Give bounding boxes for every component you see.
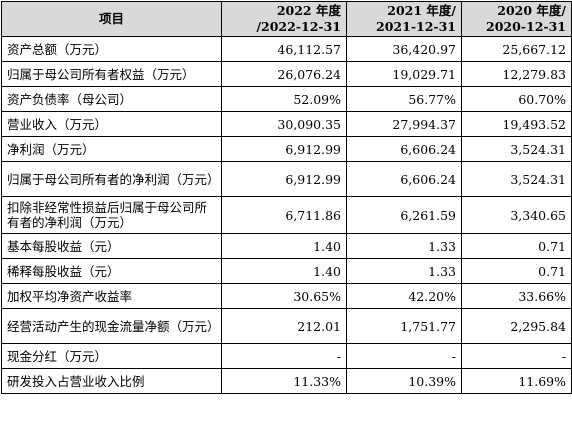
row-value: 56.77% <box>346 86 462 112</box>
row-label: 扣除非经常性损益后归属于母公司所有者的净利润（万元） <box>1 196 222 234</box>
table-row: 净利润（万元） 6,912.99 6,606.24 3,524.31 <box>1 136 572 162</box>
row-value: 3,524.31 <box>461 161 572 197</box>
row-value: 6,261.59 <box>346 196 462 234</box>
row-label: 归属于母公司所有者的净利润（万元） <box>1 161 222 197</box>
row-value: 11.33% <box>221 368 347 394</box>
row-value: 2,295.84 <box>461 308 572 344</box>
row-value: 6,912.99 <box>221 161 347 197</box>
row-value: 30.65% <box>221 283 347 309</box>
table-row: 扣除非经常性损益后归属于母公司所有者的净利润（万元） 6,711.86 6,26… <box>1 196 572 234</box>
row-value: 1.40 <box>221 258 347 284</box>
row-value: 60.70% <box>461 86 572 112</box>
row-value: 1.33 <box>346 233 462 259</box>
table-row: 加权平均净资产收益率 30.65% 42.20% 33.66% <box>1 283 572 309</box>
table-row: 营业收入（万元） 30,090.35 27,994.37 19,493.52 <box>1 111 572 137</box>
row-value: 30,090.35 <box>221 111 347 137</box>
row-label: 资产负债率（母公司） <box>1 86 222 112</box>
header-period-2022: 2022 年度 /2022-12-31 <box>221 1 347 37</box>
table-row: 资产总额（万元） 46,112.57 36,420.97 25,667.12 <box>1 36 572 62</box>
row-value: - <box>346 343 462 369</box>
row-label: 经营活动产生的现金流量净额（万元） <box>1 308 222 344</box>
row-label: 研发投入占营业收入比例 <box>1 368 222 394</box>
table-row: 经营活动产生的现金流量净额（万元） 212.01 1,751.77 2,295.… <box>1 308 572 344</box>
row-value: 1,751.77 <box>346 308 462 344</box>
header-period-2021: 2021 年度/ 2021-12-31 <box>346 1 462 37</box>
row-value: 42.20% <box>346 283 462 309</box>
row-value: 6,606.24 <box>346 136 462 162</box>
table-row: 资产负债率（母公司） 52.09% 56.77% 60.70% <box>1 86 572 112</box>
row-label: 营业收入（万元） <box>1 111 222 137</box>
row-label: 资产总额（万元） <box>1 36 222 62</box>
table-row: 归属于母公司所有者权益（万元） 26,076.24 19,029.71 12,2… <box>1 61 572 87</box>
row-value: 0.71 <box>461 258 572 284</box>
row-value: 6,606.24 <box>346 161 462 197</box>
row-label: 基本每股收益（元） <box>1 233 222 259</box>
table-row: 归属于母公司所有者的净利润（万元） 6,912.99 6,606.24 3,52… <box>1 161 572 197</box>
table-row: 现金分红（万元） - - - <box>1 343 572 369</box>
row-value: 19,493.52 <box>461 111 572 137</box>
row-value: 3,340.65 <box>461 196 572 234</box>
row-value: 25,667.12 <box>461 36 572 62</box>
header-item: 项目 <box>1 1 222 37</box>
row-value: 6,711.86 <box>221 196 347 234</box>
row-value: 0.71 <box>461 233 572 259</box>
row-value: 12,279.83 <box>461 61 572 87</box>
row-value: 1.33 <box>346 258 462 284</box>
header-period-2020: 2020 年度/ 2020-12-31 <box>461 1 572 37</box>
row-value: - <box>461 343 572 369</box>
row-value: 46,112.57 <box>221 36 347 62</box>
row-value: 19,029.71 <box>346 61 462 87</box>
table-row: 稀释每股收益（元） 1.40 1.33 0.71 <box>1 258 572 284</box>
row-label: 现金分红（万元） <box>1 343 222 369</box>
row-value: 52.09% <box>221 86 347 112</box>
row-label: 归属于母公司所有者权益（万元） <box>1 61 222 87</box>
row-value: 6,912.99 <box>221 136 347 162</box>
financial-data-table: 项目 2022 年度 /2022-12-31 2021 年度/ 2021-12-… <box>1 1 572 394</box>
row-value: 212.01 <box>221 308 347 344</box>
row-value: - <box>221 343 347 369</box>
table-row: 研发投入占营业收入比例 11.33% 10.39% 11.69% <box>1 368 572 394</box>
row-label: 稀释每股收益（元） <box>1 258 222 284</box>
table-row: 基本每股收益（元） 1.40 1.33 0.71 <box>1 233 572 259</box>
row-value: 3,524.31 <box>461 136 572 162</box>
row-value: 1.40 <box>221 233 347 259</box>
row-label: 净利润（万元） <box>1 136 222 162</box>
table-header-row: 项目 2022 年度 /2022-12-31 2021 年度/ 2021-12-… <box>1 1 572 37</box>
row-value: 36,420.97 <box>346 36 462 62</box>
row-value: 26,076.24 <box>221 61 347 87</box>
row-value: 11.69% <box>461 368 572 394</box>
row-value: 27,994.37 <box>346 111 462 137</box>
row-value: 10.39% <box>346 368 462 394</box>
row-label: 加权平均净资产收益率 <box>1 283 222 309</box>
row-value: 33.66% <box>461 283 572 309</box>
